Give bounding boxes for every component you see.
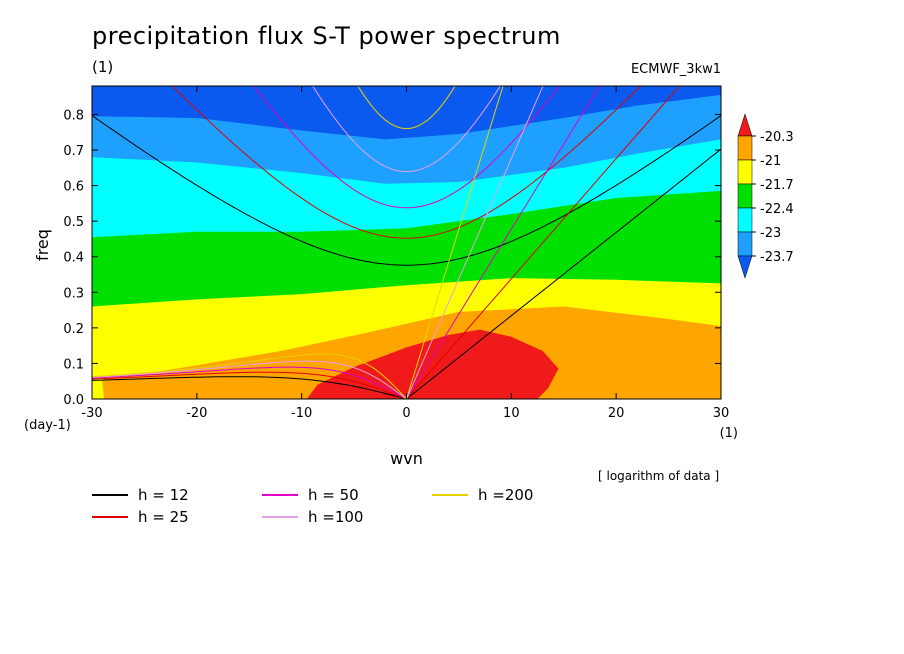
x-tick-label: 10 [503,406,520,421]
legend-h50: h = 50 [262,486,359,504]
colorbar: -20.3 -21 -21.7 -22.4 -23 -23.7 [737,113,794,279]
dispersion-curves [92,86,721,399]
rossby-curve [92,360,407,399]
y-tick-label: 0.8 [63,108,84,123]
band-red [306,329,559,399]
x-tick-label: -30 [81,406,102,421]
x-tick-label: 20 [608,406,625,421]
colorbar-label: -23.7 [760,250,794,265]
y-tick-label: 0.2 [63,322,84,337]
legend-label: h = 12 [138,486,189,504]
chart-subtitle: (1) [92,58,114,76]
inertia-gravity-curve [171,86,642,239]
colorbar-label: -23 [760,226,781,241]
legend-swatch [432,494,468,496]
x-axis-unit: (1) [720,426,738,441]
legend-swatch [92,494,128,496]
rossby-curve [92,366,407,399]
legend-swatch [262,494,298,496]
x-tick-label: 30 [713,406,730,421]
colorbar-top-arrow [737,113,753,137]
log-note: [ logarithm of data ] [598,469,720,483]
band-yellow-corner [92,375,104,399]
y-axis-label: freq [33,229,52,261]
legend-label: h = 50 [308,486,359,504]
kelvin-curve [406,86,504,399]
legend-h12: h = 12 [92,486,189,504]
legend-label: h = 25 [138,508,189,526]
colorbar-label: -20.3 [760,130,794,145]
axes: -30 -20 -10 0 10 20 30 0.0 0.1 0.2 0.3 0.4 0.5 0.6 0.7… [24,86,738,468]
y-tick-label: 0.6 [63,180,84,195]
colorbar-box [737,135,753,161]
legend-label: h =100 [308,508,364,526]
y-tick-label: 0.3 [63,286,84,301]
colorbar-box [737,183,753,209]
y-tick-label: 0.1 [63,357,84,372]
legend-swatch [92,516,128,518]
kelvin-curve [406,86,544,399]
y-tick-label: 0.0 [63,393,84,408]
colorbar-box [737,159,753,185]
rossby-curve [92,353,407,399]
kelvin-curve [406,148,721,399]
inertia-gravity-curve [253,86,560,209]
colorbar-label: -21.7 [760,178,794,193]
kelvin-curve [406,86,681,399]
x-tick-label: 0 [402,406,410,421]
inertia-gravity-curve [92,115,721,266]
colorbar-label: -22.4 [760,202,794,217]
y-tick-label: 0.4 [63,251,84,266]
chart-title: precipitation flux S-T power spectrum [92,22,561,50]
legend-swatch [262,516,298,518]
x-tick-label: -20 [186,406,207,421]
x-tick-label: -10 [291,406,312,421]
kelvin-curve [406,86,601,399]
inertia-gravity-curve [357,86,456,130]
contour-fills [92,86,721,399]
y-tick-label: 0.7 [63,144,84,159]
colorbar-bottom-arrow [737,255,753,279]
inertia-gravity-curve [312,86,501,173]
y-axis-unit: (day-1) [24,418,71,433]
colorbar-box [737,207,753,233]
colorbar-label: -21 [760,154,781,169]
legend-h100: h =100 [262,508,363,526]
model-name: ECMWF_3kw1 [630,62,721,77]
legend-h200: h =200 [432,486,533,504]
rossby-curve [92,376,407,399]
legend-h25: h = 25 [92,508,189,526]
legend-label: h =200 [478,486,534,504]
rossby-curve [92,371,407,399]
x-axis-label: wvn [390,449,423,468]
colorbar-box [737,231,753,257]
y-tick-label: 0.5 [63,215,84,230]
